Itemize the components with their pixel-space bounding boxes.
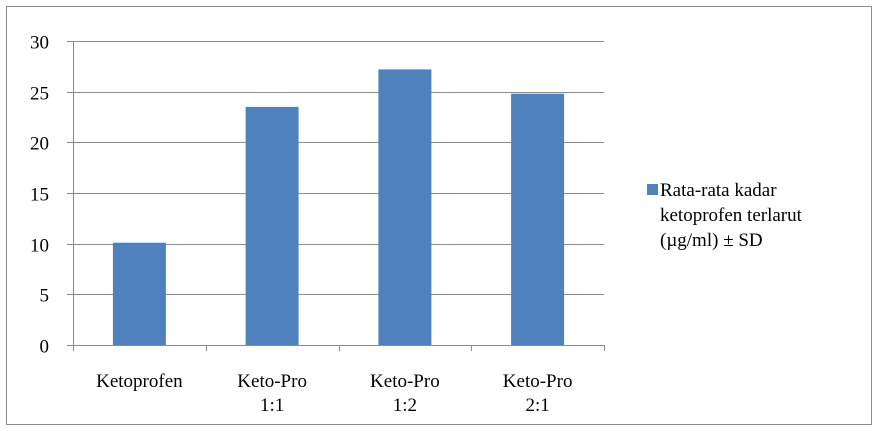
x-tick-label-1: Keto-Pro 1:1 — [237, 371, 307, 416]
y-tick-label-5: 25 — [30, 84, 49, 105]
y-tick-label-3: 15 — [30, 185, 49, 206]
chart-frame — [6, 6, 872, 425]
y-tick-label-4: 20 — [30, 134, 49, 155]
x-tick-label-2: Keto-Pro 1:2 — [370, 371, 440, 416]
x-tick-label-3: Keto-Pro 2:1 — [503, 371, 573, 416]
bar-3 — [511, 93, 565, 345]
legend-label: Rata-rata kadar ketoprofen terlarut (µg/ml… — [660, 180, 803, 251]
y-tick-label-6: 30 — [30, 33, 49, 54]
y-tick-label-2: 10 — [30, 236, 49, 257]
bar-0 — [112, 242, 166, 345]
y-tick-label-0: 0 — [40, 337, 50, 358]
bar-2 — [378, 69, 432, 346]
legend-swatch — [647, 184, 658, 195]
y-tick-label-1: 5 — [40, 286, 50, 307]
x-tick-label-0: Ketoprofen — [96, 371, 183, 392]
bar-1 — [245, 106, 299, 346]
